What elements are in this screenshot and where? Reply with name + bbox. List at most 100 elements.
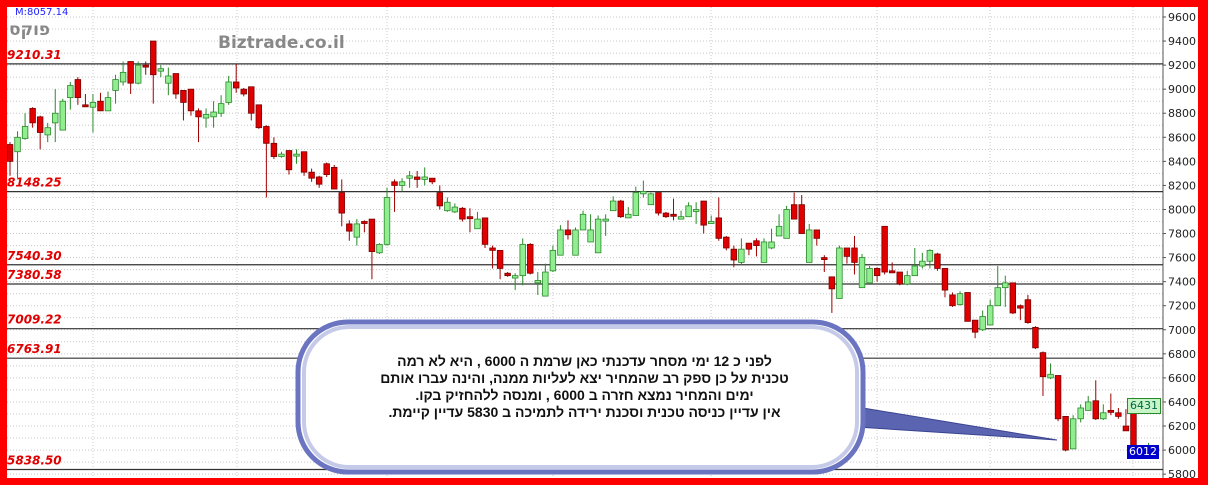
candle-body (798, 204, 805, 234)
candle-body (881, 225, 888, 273)
candle-body (670, 213, 677, 217)
level-label: 7009.22 (7, 313, 62, 327)
candle-body (564, 229, 572, 236)
candle-body (1009, 282, 1017, 314)
y-tick-label: 9400 (1168, 35, 1196, 48)
candle-body (549, 249, 557, 272)
callout-pointer (856, 406, 1058, 441)
y-tick-label: 8800 (1168, 107, 1196, 120)
candle-body (934, 253, 941, 269)
candle-body (941, 268, 949, 291)
candle-body (293, 153, 300, 157)
y-tick-label: 7200 (1168, 300, 1196, 313)
candle-body (625, 213, 632, 219)
candle-body (82, 104, 89, 108)
callout-line: אין עדיין כניסה טכנית וסכנת ירידה לתמיכה… (388, 404, 781, 420)
candle-body (1039, 352, 1047, 378)
candle-body (806, 229, 813, 263)
candle-body (866, 268, 873, 284)
candle-body (1085, 401, 1092, 411)
candle-body (519, 243, 526, 277)
candle-body (821, 257, 828, 261)
candle-body (44, 127, 51, 136)
candle-body (904, 275, 911, 285)
candle-body (888, 270, 896, 274)
y-tick-label: 8600 (1168, 131, 1196, 144)
candle-body (828, 276, 836, 290)
candle-body (715, 217, 722, 239)
candle-body (225, 81, 232, 103)
candle-body (640, 191, 647, 195)
candle-body (1077, 407, 1084, 420)
candle-body (338, 192, 345, 214)
candle-body (202, 114, 210, 119)
candle-body (1032, 326, 1039, 349)
candle-body (949, 294, 956, 307)
candle-body (790, 204, 798, 220)
candle-body (775, 225, 783, 237)
symbol-label: פוקס (9, 20, 51, 40)
candle-body (36, 116, 44, 133)
candle-body (987, 305, 994, 326)
candle-body (1002, 282, 1009, 289)
candle-body (836, 247, 843, 299)
callout-bubble-inner (302, 325, 859, 469)
candle-body (481, 217, 489, 245)
callout-line: לפני כ 12 ימי מסחר עדכנתי כאן שרמת ה 600… (397, 353, 772, 369)
candle-body (1017, 305, 1024, 309)
candle-body (610, 200, 617, 212)
candle-body (594, 218, 602, 254)
candle-body (1069, 418, 1077, 450)
candle-body (647, 193, 655, 206)
y-tick-label: 8000 (1168, 203, 1196, 216)
candle-body (413, 176, 421, 180)
candle-body (655, 192, 662, 214)
level-label: 8148.25 (7, 176, 62, 190)
y-tick-label: 6800 (1168, 348, 1196, 361)
candle-body (74, 79, 82, 99)
candle-body (708, 221, 715, 224)
candle-body (504, 272, 511, 277)
candle-body (527, 243, 534, 274)
candle-body (738, 248, 745, 263)
y-tick-label: 5800 (1168, 468, 1196, 478)
candle-body (89, 102, 97, 108)
brand-watermark: Biztrade.co.il (218, 33, 345, 53)
candle-body (240, 88, 247, 95)
candle-body (662, 212, 670, 218)
candle-body (466, 216, 474, 220)
candle-body (587, 229, 594, 243)
y-tick-label: 6200 (1168, 420, 1196, 433)
candle-body (753, 240, 760, 246)
candle-body (979, 316, 986, 331)
candle-body (602, 218, 609, 222)
candle-body (315, 176, 323, 185)
candle-body (911, 265, 918, 277)
candle-body (1047, 373, 1054, 379)
candle-body (368, 218, 376, 252)
candle-body (255, 104, 263, 129)
y-tick-label: 9600 (1168, 11, 1196, 24)
candle-body (263, 126, 270, 144)
candle-body (496, 249, 504, 269)
candle-body (534, 280, 541, 284)
candle-body (692, 209, 700, 212)
candle-body (119, 71, 127, 83)
candle-body (730, 248, 738, 261)
candle-body (134, 64, 142, 84)
candle-body (361, 221, 368, 224)
candle-body (768, 241, 775, 249)
candle-body (391, 181, 398, 186)
y-tick-label: 8200 (1168, 179, 1196, 192)
y-tick-label: 7800 (1168, 228, 1196, 241)
candle-body (1107, 409, 1115, 413)
candle-body (398, 181, 406, 186)
candle-body (994, 287, 1001, 307)
callout-bubble (295, 319, 866, 475)
prev-price-tag: 6431 (1127, 398, 1161, 414)
candle-body (1062, 415, 1069, 451)
candle-body (232, 81, 240, 89)
candle-body (67, 85, 74, 99)
candle-body (104, 97, 112, 112)
y-tick-label: 9200 (1168, 59, 1196, 72)
